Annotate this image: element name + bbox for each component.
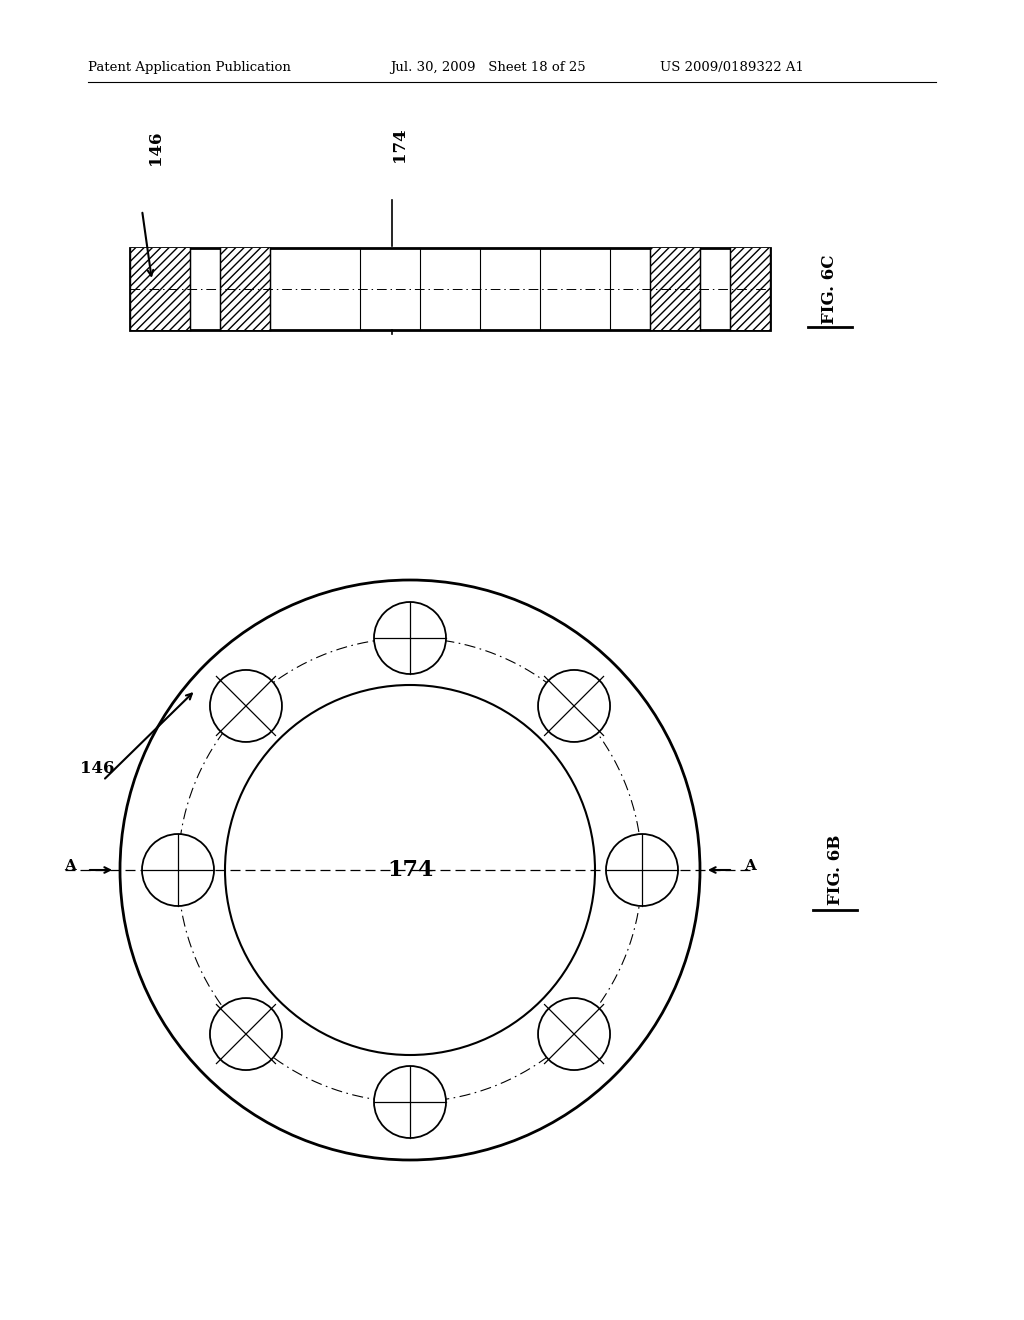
Text: A: A — [744, 859, 756, 873]
Circle shape — [210, 998, 282, 1071]
Circle shape — [538, 998, 610, 1071]
Circle shape — [120, 579, 700, 1160]
Bar — [220, 248, 270, 330]
Circle shape — [538, 671, 610, 742]
Circle shape — [374, 602, 446, 675]
Circle shape — [142, 834, 214, 906]
Text: 146: 146 — [80, 760, 115, 777]
Bar — [730, 248, 770, 330]
Circle shape — [210, 671, 282, 742]
Circle shape — [606, 834, 678, 906]
Text: 174: 174 — [391, 127, 409, 162]
Text: A: A — [65, 859, 76, 873]
Bar — [130, 248, 190, 330]
Text: Patent Application Publication: Patent Application Publication — [88, 62, 291, 74]
Text: 174: 174 — [387, 859, 433, 880]
Circle shape — [225, 685, 595, 1055]
Text: Jul. 30, 2009   Sheet 18 of 25: Jul. 30, 2009 Sheet 18 of 25 — [390, 62, 586, 74]
Text: FIG. 6B: FIG. 6B — [826, 834, 844, 906]
Text: US 2009/0189322 A1: US 2009/0189322 A1 — [660, 62, 804, 74]
Bar — [130, 248, 770, 330]
Text: FIG. 6C: FIG. 6C — [821, 255, 839, 323]
Circle shape — [374, 1067, 446, 1138]
Bar — [650, 248, 700, 330]
Text: 146: 146 — [146, 131, 164, 165]
